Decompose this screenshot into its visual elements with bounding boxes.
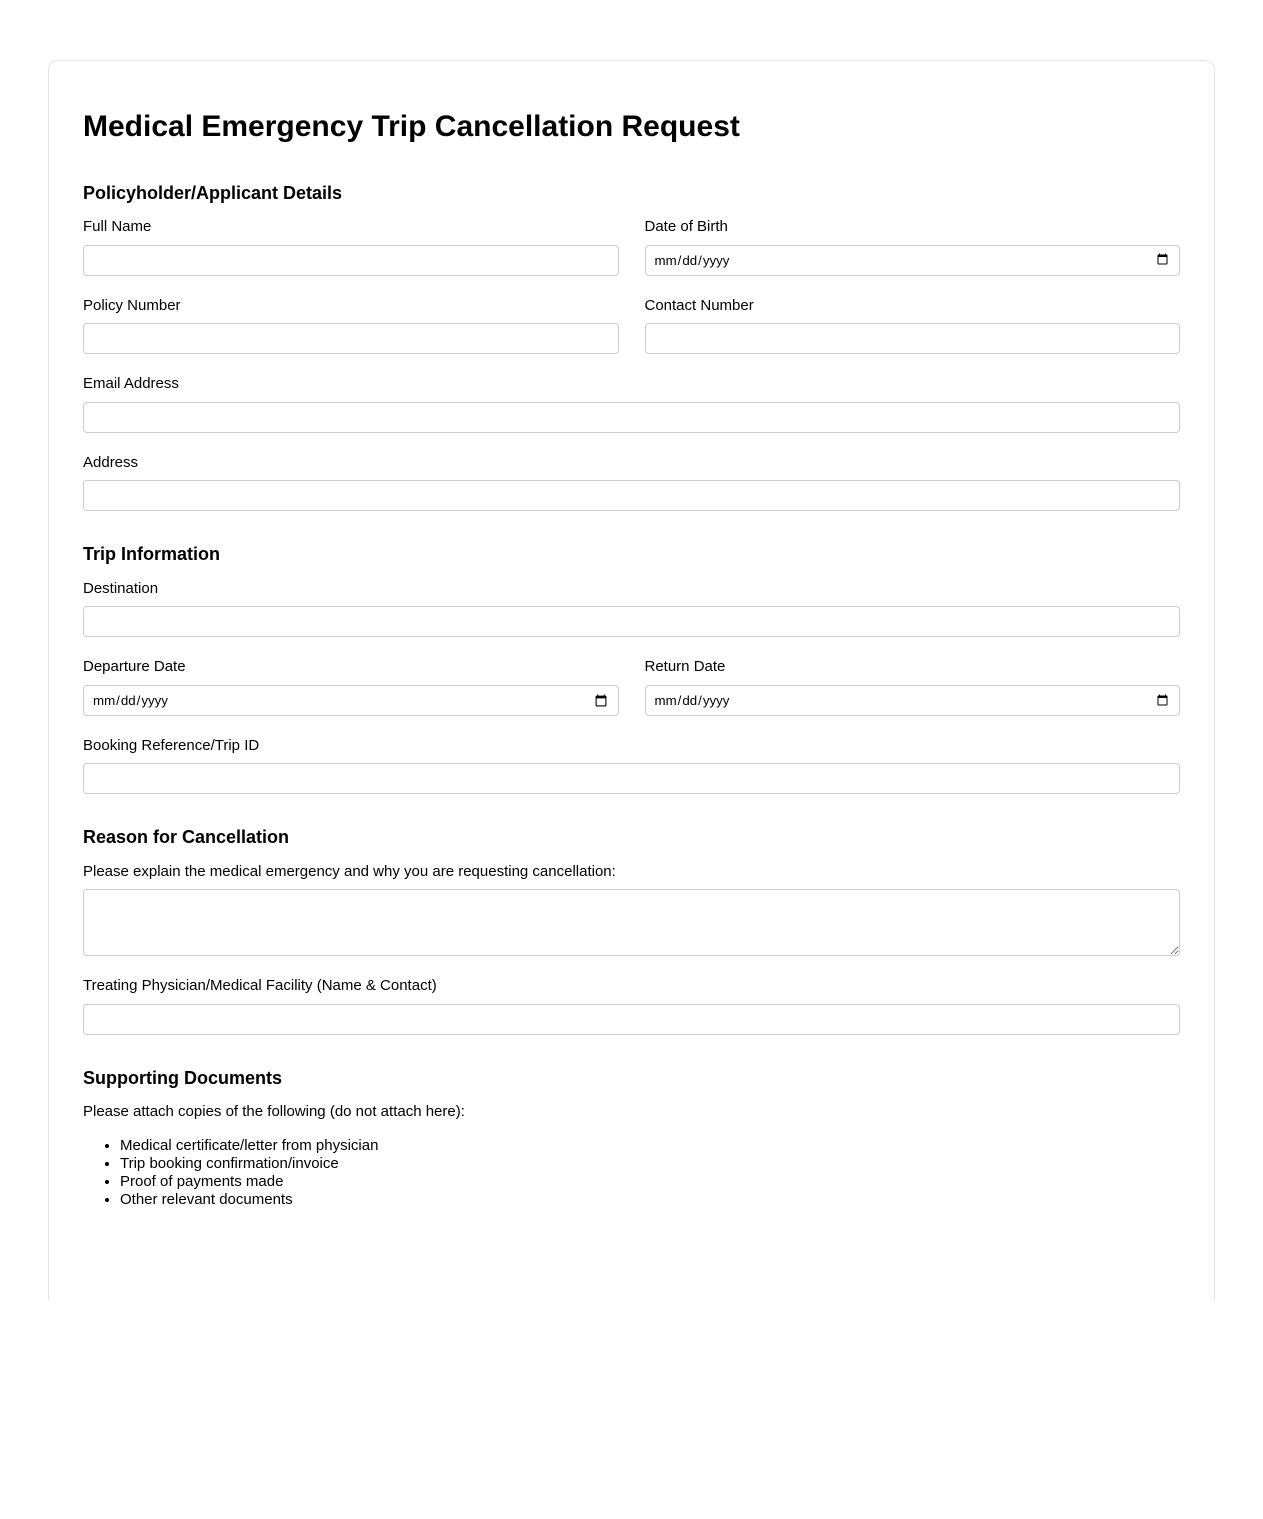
date-of-birth-label: Date of Birth [644,218,728,236]
full-name-input[interactable] [83,244,619,276]
physician-label: Treating Physician/Medical Facility (Nam… [83,977,437,995]
section-heading-documents: Supporting Documents [83,1067,282,1088]
section-heading-trip: Trip Information [83,544,220,565]
cancellation-reason-label: Please explain the medical emergency and… [83,862,616,880]
cancellation-reason-textarea[interactable] [83,889,1180,957]
email-label: Email Address [83,375,179,393]
full-name-label: Full Name [83,218,152,236]
email-input[interactable] [83,401,1180,433]
list-item: Other relevant documents [120,1191,1180,1209]
booking-reference-input[interactable] [83,763,1180,795]
return-date-label: Return Date [644,658,726,676]
destination-label: Destination [83,579,159,597]
physician-input[interactable] [83,1003,1180,1035]
list-item: Trip booking confirmation/invoice [120,1155,1180,1173]
documents-intro: Please attach copies of the following (d… [83,1103,465,1121]
form-card: Medical Emergency Trip Cancellation Requ… [48,60,1215,1300]
email-field: Email Address [83,376,1180,433]
cancellation-reason-field: Please explain the medical emergency and… [83,862,1180,957]
address-input[interactable] [83,480,1180,512]
departure-date-field: Departure Date [83,659,619,716]
section-heading-reason: Reason for Cancellation [83,827,290,848]
policy-number-label: Policy Number [83,296,181,314]
date-of-birth-field: Date of Birth [644,218,1180,276]
contact-number-input[interactable] [644,323,1180,355]
booking-reference-label: Booking Reference/Trip ID [83,736,260,754]
return-date-field: Return Date [644,658,1180,716]
list-item: Medical certificate/letter from physicia… [120,1137,1180,1155]
section-heading-policyholder: Policyholder/Applicant Details [83,182,343,203]
list-item: Proof of payments made [120,1173,1180,1191]
date-of-birth-input[interactable] [644,244,1180,276]
full-name-field: Full Name [83,219,619,276]
contact-number-label: Contact Number [644,296,754,314]
departure-date-label: Departure Date [83,658,186,676]
departure-date-input[interactable] [83,684,619,716]
policy-number-field: Policy Number [83,296,619,355]
page: Medical Emergency Trip Cancellation Requ… [0,60,1263,1519]
return-date-input[interactable] [644,684,1180,716]
form-title: Medical Emergency Trip Cancellation Requ… [83,110,740,143]
physician-field: Treating Physician/Medical Facility (Nam… [83,978,1180,1035]
booking-reference-field: Booking Reference/Trip ID [83,736,1180,795]
address-label: Address [83,453,139,471]
contact-number-field: Contact Number [644,296,1180,355]
documents-list: Medical certificate/letter from physicia… [83,1137,1180,1209]
address-field: Address [83,453,1180,512]
destination-input[interactable] [83,606,1180,638]
policy-number-input[interactable] [83,323,619,355]
destination-field: Destination [83,579,1180,638]
